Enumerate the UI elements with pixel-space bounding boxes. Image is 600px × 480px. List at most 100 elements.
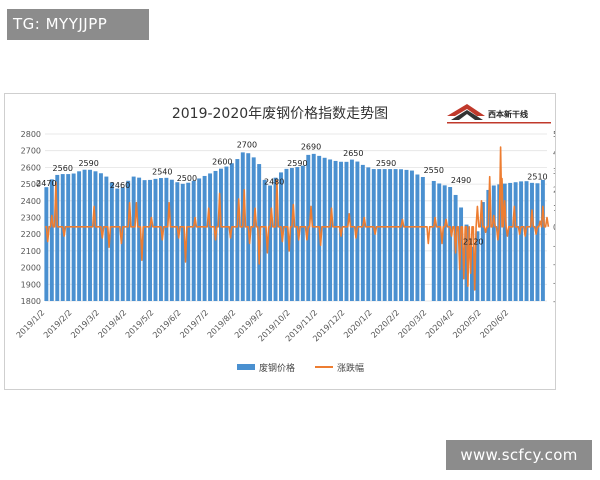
data-label: 2460: [110, 181, 130, 190]
price-bar: [502, 183, 507, 301]
legend: 废钢价格 涨跌幅: [237, 362, 364, 374]
price-bar: [158, 178, 163, 301]
price-bar: [470, 246, 474, 301]
price-bar: [126, 180, 131, 301]
data-label: 2480: [264, 177, 284, 186]
price-bar: [459, 207, 464, 301]
x-tick-label: 2020/2/2: [369, 308, 401, 340]
right-tick-label: -1.00%: [553, 241, 555, 250]
data-labels: 2470256025902460254025002600270024802590…: [36, 141, 547, 247]
price-bar: [475, 231, 480, 301]
price-bar: [508, 182, 513, 301]
price-bar: [202, 175, 207, 301]
price-bar: [98, 173, 103, 301]
right-tick-label: 0.00%: [553, 223, 555, 232]
data-label: 2600: [212, 157, 232, 166]
price-bar: [175, 182, 180, 301]
price-bar: [513, 182, 518, 301]
right-tick-label: 2.00%: [553, 186, 555, 195]
price-bar: [55, 174, 60, 301]
x-tick-label: 2019/4/2: [96, 308, 128, 340]
left-axis: 1800 1900 2000 2100 2200 2300 2400 2500 2600 2700…: [21, 130, 41, 306]
watermark-url: www.scfcy.com: [446, 440, 592, 470]
price-bar: [120, 187, 125, 301]
legend-label-change: 涨跌幅: [337, 362, 364, 374]
price-bar: [388, 169, 393, 301]
price-bar: [480, 202, 485, 301]
price-bar: [148, 179, 152, 301]
left-tick-label: 2300: [21, 214, 41, 223]
price-bar: [491, 185, 496, 301]
right-tick-label: 1.00%: [553, 204, 555, 213]
price-bar: [49, 179, 54, 301]
price-bar: [279, 172, 283, 301]
price-index-chart: 2019-2020年废钢价格指数走势图 西本新干线 1800 1900 2000 21…: [15, 104, 555, 374]
price-bar: [88, 169, 92, 301]
data-label: 2510: [527, 172, 547, 181]
price-bar: [191, 180, 196, 301]
x-tick-label: 2019/5/2: [124, 308, 156, 340]
price-bar: [415, 174, 420, 301]
price-bar: [164, 177, 169, 301]
data-label: 2590: [287, 159, 307, 168]
left-tick-label: 1900: [21, 280, 41, 289]
x-tick-label: 2020/3/2: [397, 308, 429, 340]
price-bar: [77, 171, 82, 301]
price-bar: [180, 183, 185, 301]
right-tick-label: 4.00%: [553, 149, 555, 158]
price-bar: [224, 166, 229, 301]
data-label: 2540: [152, 167, 172, 176]
left-tick-label: 2100: [21, 247, 41, 256]
logo-mark-dark-icon: [451, 110, 483, 120]
price-bar: [251, 157, 256, 301]
price-bar: [393, 169, 398, 301]
price-bar: [235, 159, 240, 301]
data-label: 2650: [343, 149, 363, 158]
price-bar: [322, 157, 327, 301]
price-bar: [540, 179, 545, 301]
price-bar: [328, 159, 333, 301]
price-bar: [219, 168, 223, 301]
logo-text: 西本新干线: [488, 109, 528, 119]
price-bar: [131, 176, 136, 301]
left-tick-label: 1800: [21, 297, 41, 306]
price-bar: [535, 183, 540, 301]
data-label: 2120: [463, 238, 483, 247]
price-bar: [497, 184, 502, 301]
price-bar: [524, 181, 529, 301]
logo-underline: [447, 122, 551, 124]
price-bar: [442, 185, 447, 301]
price-bar: [137, 177, 142, 301]
price-bar: [208, 173, 213, 301]
price-bar: [186, 182, 191, 301]
x-tick-label: 2019/2/2: [42, 308, 74, 340]
data-label: 2560: [53, 164, 73, 173]
data-label: 2550: [424, 166, 444, 175]
price-bar: [530, 182, 534, 301]
tag-label: TG: MYYJJPP: [7, 9, 149, 40]
price-bar: [333, 160, 338, 301]
price-bar: [344, 161, 349, 301]
data-label: 2500: [177, 174, 197, 183]
price-bar: [104, 176, 109, 301]
price-bar: [409, 170, 414, 301]
price-bar: [366, 167, 371, 301]
price-bar: [464, 224, 469, 301]
data-label: 2590: [78, 159, 98, 168]
price-bar: [448, 187, 453, 301]
left-tick-label: 2800: [21, 130, 41, 139]
price-bar: [284, 168, 289, 301]
x-tick-label: 2020/1/2: [342, 308, 374, 340]
data-label: 2490: [451, 176, 471, 185]
right-tick-label: 5.00%: [553, 130, 555, 139]
x-axis: 2019/1/22019/2/22019/3/22019/4/22019/5/2…: [15, 308, 511, 343]
x-tick-label: 2019/6/2: [151, 308, 183, 340]
price-bar: [197, 178, 202, 301]
left-tick-label: 2400: [21, 197, 41, 206]
x-tick-label: 2019/7/2: [178, 308, 210, 340]
price-bar: [60, 174, 65, 301]
price-bar: [115, 188, 120, 301]
data-label: 2700: [237, 141, 257, 150]
right-tick-label: -4.00%: [553, 297, 555, 306]
x-tick-label: 2019/3/2: [69, 308, 101, 340]
